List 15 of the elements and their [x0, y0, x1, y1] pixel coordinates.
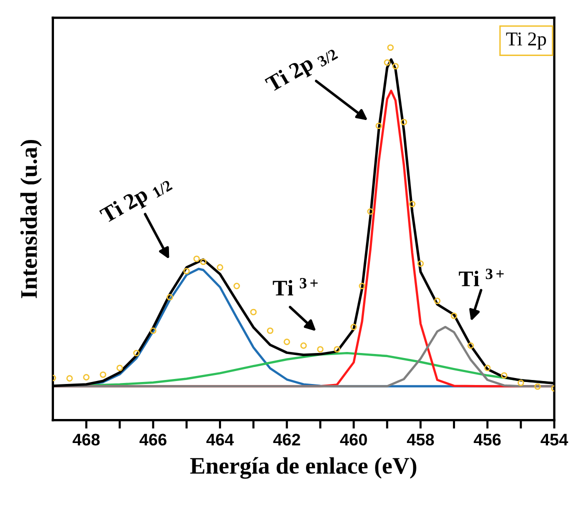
x-axis-title: Energía de enlace (eV)	[190, 457, 416, 479]
x-tick-label: 468	[72, 434, 100, 446]
x-tick-label: 454	[540, 434, 568, 446]
annotation: Ti $^{3+}$	[272, 278, 318, 296]
annotation: Ti 2p $_{1/2}$	[98, 172, 174, 228]
x-tick-label: 460	[340, 434, 367, 446]
y-axis-title: Intensidad (u.a)	[20, 140, 42, 298]
x-tick-label: 462	[273, 434, 300, 446]
annotation: Ti 2p $_{3/2}$	[264, 42, 339, 96]
annotation: Ti 2p	[506, 32, 546, 50]
x-tick-label: 456	[474, 434, 501, 446]
x-tick-label: 466	[140, 434, 166, 446]
x-tick-label: 458	[406, 434, 434, 446]
annotation: Ti $^{3+}$	[458, 268, 504, 286]
x-tick-label: 464	[206, 434, 234, 446]
